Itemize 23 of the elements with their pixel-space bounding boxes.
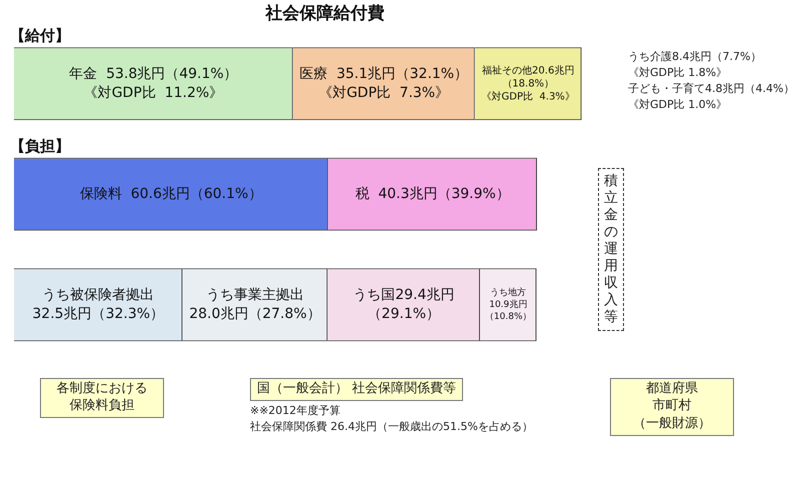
data-label: 保険料 60.6兆円（60.1%）: [80, 186, 262, 202]
data-label: 福祉その他20.6兆円（18.8%）《対GDP比 4.3%》: [482, 64, 575, 102]
data-label: 税 40.3兆円（39.9%）: [355, 186, 510, 202]
text: 国（一般会計） 社会保障関係費等: [250, 378, 464, 401]
text: 都道府県: [646, 381, 698, 396]
data-label: 年金 53.8兆円（49.1%）《対GDP比 11.2%》: [69, 66, 238, 101]
text: ※※2012年度予算: [250, 404, 340, 418]
text: 社会保障給付費: [264, 4, 384, 24]
text: うち介護8.4兆円（7.7%）: [628, 50, 762, 64]
data-label: 医療 35.1兆円（32.1%）《対GDP比 7.3%》: [300, 66, 468, 101]
text: 各制度における: [56, 381, 148, 396]
data-label: うち事業主拠出28.0兆円（27.8%）: [189, 286, 321, 322]
text: 社会保障関係費 26.4兆円（一般歳出の51.5%を占める）: [250, 420, 533, 434]
data-label: うち地方10.9兆円（10.8%）: [484, 287, 532, 322]
text: 市町村: [610, 396, 734, 418]
text: 《対GDP比 1.0%》: [628, 98, 728, 112]
text: 積立金の運用収入等: [604, 173, 618, 325]
text: 《対GDP比 1.8%》: [628, 66, 728, 80]
text: 子ども・子育て4.8兆円（4.4%）: [628, 82, 794, 96]
y-tick-label: 【負担】: [10, 137, 70, 156]
y-tick-label: 【給付】: [10, 26, 70, 45]
data-label: うち国29.4兆円（29.1%）: [353, 286, 454, 322]
data-label: うち被保険者拠出32.5兆円（32.3%）: [32, 286, 164, 322]
